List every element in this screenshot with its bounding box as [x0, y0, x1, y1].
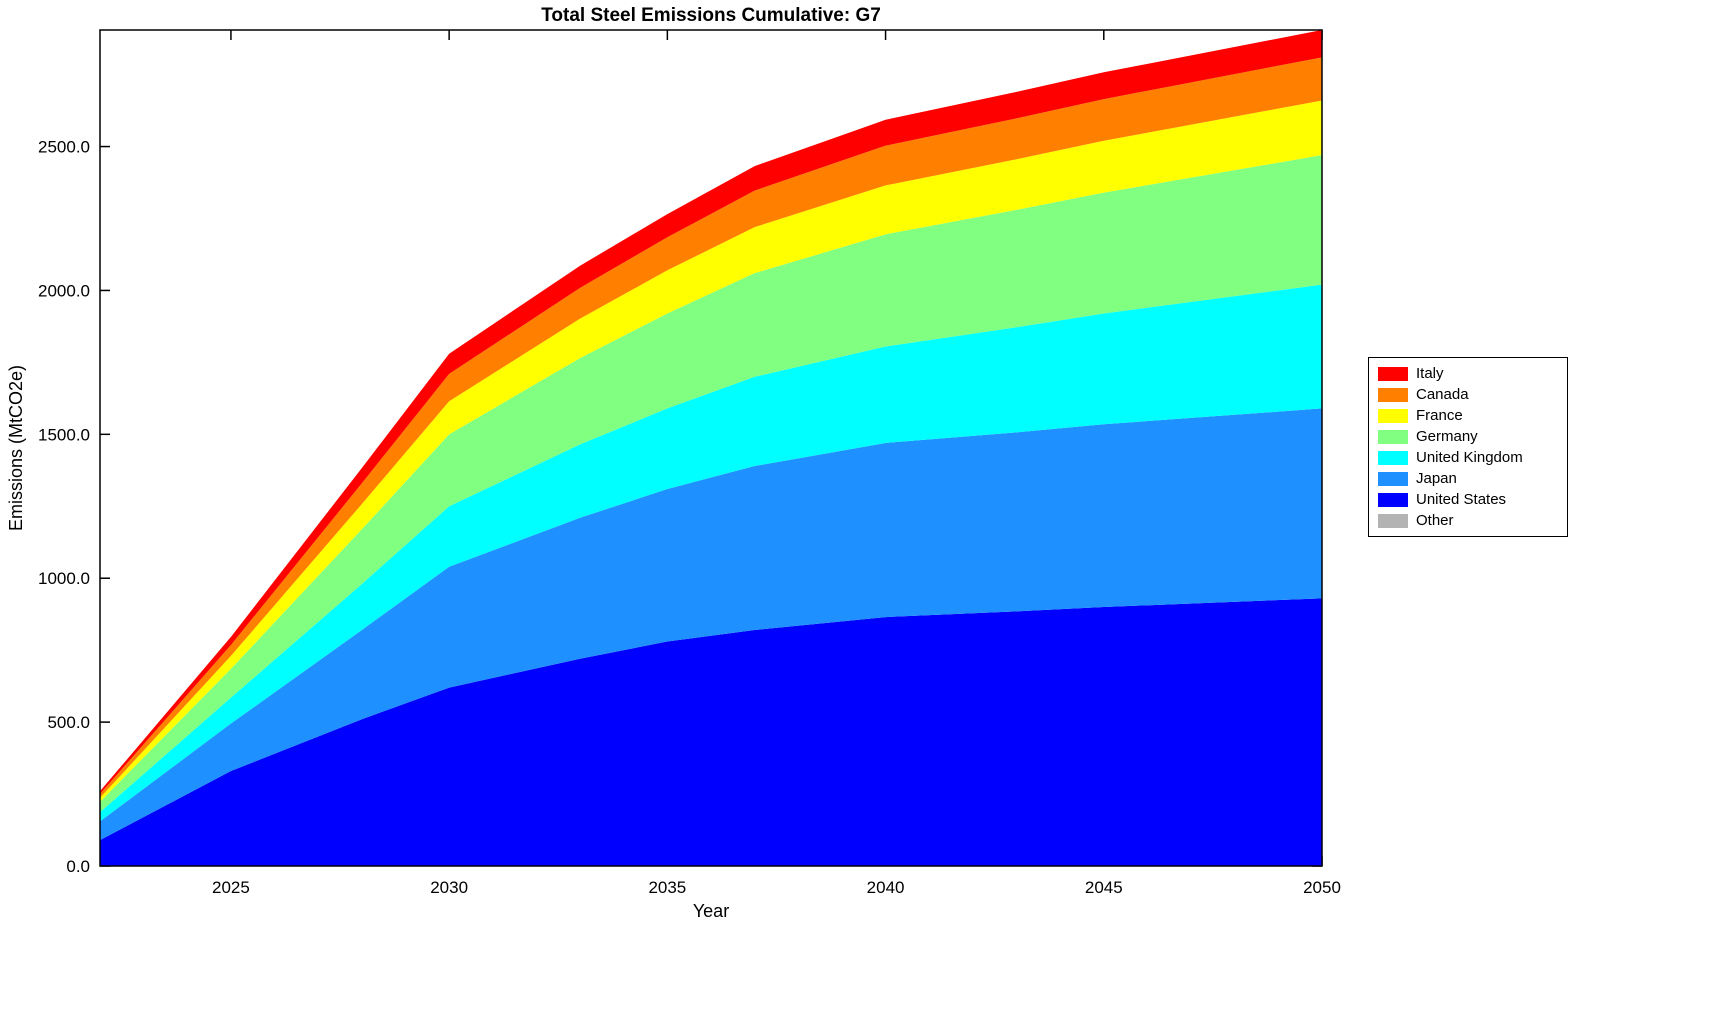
tick-labels: 2025 2030 2035 2040 2045 2050 0.0 500.0 1000.0 15… — [38, 138, 1341, 897]
area-germany — [100, 155, 1322, 813]
legend-swatch-france — [1378, 408, 1408, 423]
legend-item-france: France — [1378, 407, 1558, 424]
x-tick-label: 2035 — [648, 878, 686, 897]
x-tick-label: 2030 — [430, 878, 468, 897]
legend-item-canada: Canada — [1378, 386, 1558, 403]
x-tick-label: 2050 — [1303, 878, 1341, 897]
area-france — [100, 100, 1322, 802]
legend-label: Canada — [1416, 386, 1469, 403]
legend-swatch-japan — [1378, 471, 1408, 486]
legend: Italy Canada France Germany United Kingdom Ja… — [1368, 357, 1568, 537]
legend-label: Germany — [1416, 428, 1478, 445]
plot-border — [99, 29, 1323, 867]
legend-item-other: Other — [1378, 512, 1558, 529]
legend-swatch-italy — [1378, 366, 1408, 381]
y-tick-label: 500.0 — [47, 713, 90, 732]
legend-label: United States — [1416, 491, 1507, 508]
chart-title: Total Steel Emissions Cumulative: G7 — [541, 5, 881, 26]
legend-swatch-canada — [1378, 387, 1408, 402]
legend-label: United Kingdom — [1416, 449, 1523, 466]
legend-swatch-united-states — [1378, 492, 1408, 507]
area-japan — [100, 408, 1322, 841]
y-tick-label: 2500.0 — [38, 138, 90, 157]
stacked-areas — [100, 30, 1322, 866]
x-tick-label: 2045 — [1085, 878, 1123, 897]
legend-item-germany: Germany — [1378, 428, 1558, 445]
legend-item-united-kingdom: United Kingdom — [1378, 449, 1558, 466]
area-united-states — [100, 598, 1322, 866]
area-united-kingdom — [100, 284, 1322, 822]
legend-swatch-other — [1378, 513, 1408, 528]
legend-item-japan: Japan — [1378, 470, 1558, 487]
y-tick-label: 1500.0 — [38, 425, 90, 444]
y-tick-label: 2000.0 — [38, 281, 90, 300]
legend-label: Japan — [1416, 470, 1457, 487]
x-tick-label: 2025 — [212, 878, 250, 897]
y-axis-label: Emissions (MtCO2e) — [6, 365, 26, 531]
legend-label: Italy — [1416, 365, 1444, 382]
legend-label: France — [1416, 407, 1463, 424]
legend-item-italy: Italy — [1378, 365, 1558, 382]
y-tick-label: 0.0 — [66, 857, 90, 876]
y-tick-label: 1000.0 — [38, 569, 90, 588]
legend-label: Other — [1416, 512, 1454, 529]
legend-swatch-united-kingdom — [1378, 450, 1408, 465]
legend-item-united-states: United States — [1378, 491, 1558, 508]
x-tick-label: 2040 — [867, 878, 905, 897]
legend-swatch-germany — [1378, 429, 1408, 444]
x-axis-label: Year — [693, 901, 729, 921]
